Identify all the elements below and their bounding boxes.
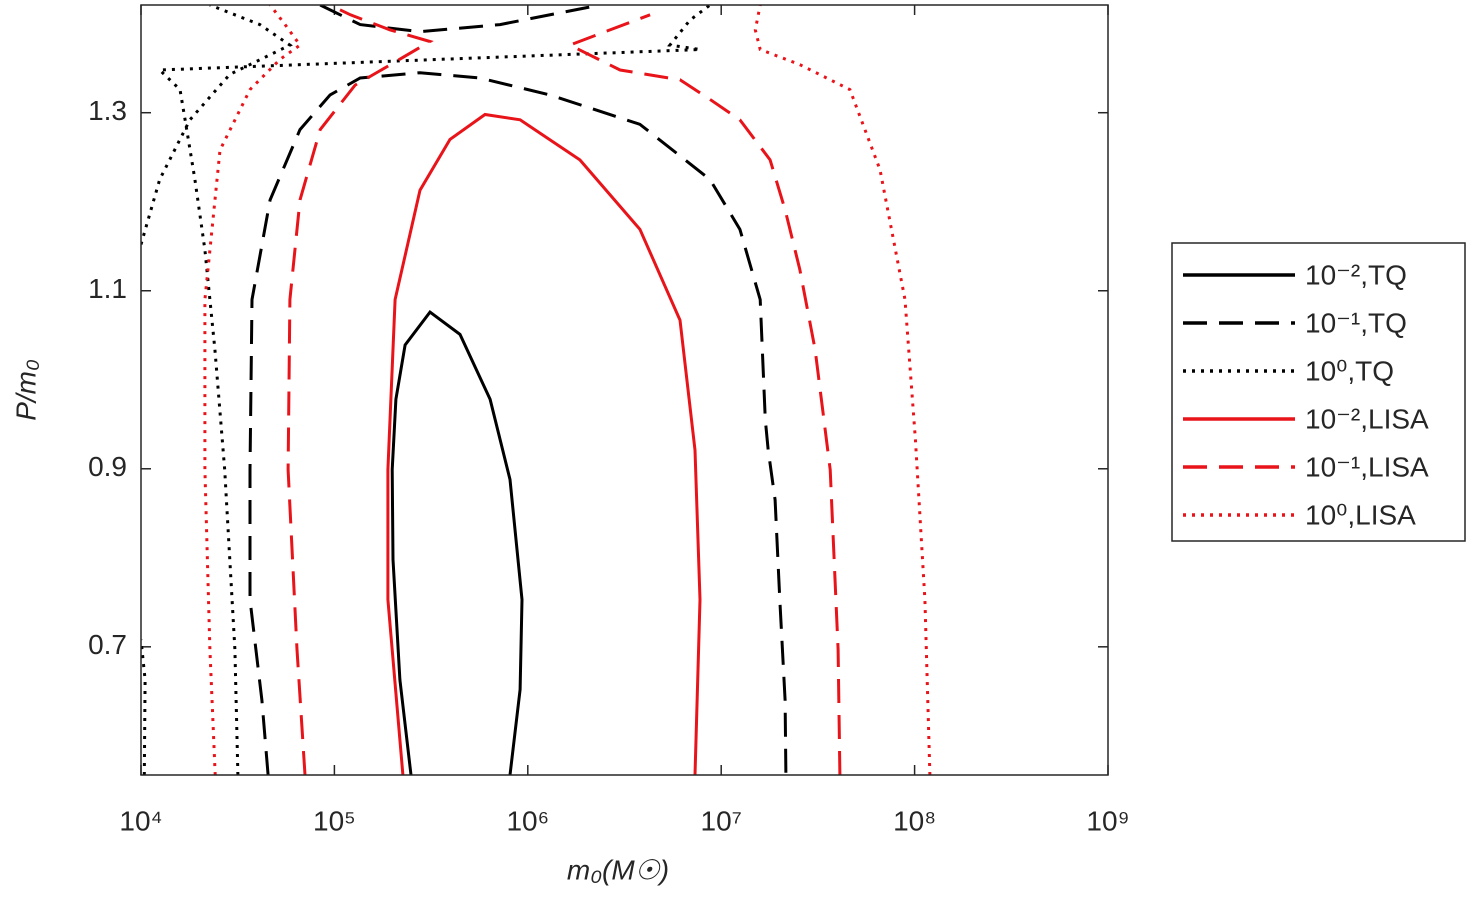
- plot-frame: [140, 4, 1109, 776]
- legend-label: 10⁻¹,TQ: [1305, 307, 1407, 338]
- x-tick-label: 10⁹: [1086, 805, 1129, 836]
- contour-line: [248, 5, 788, 775]
- y-tick-label: 0.7: [88, 629, 127, 660]
- contour-line: [386, 112, 702, 775]
- x-axis-label: m₀(M☉): [567, 854, 669, 885]
- legend-label: 10⁻²,TQ: [1305, 259, 1407, 290]
- y-tick-label: 1.1: [88, 273, 127, 304]
- contour-line: [141, 5, 711, 775]
- x-tick-label: 10⁵: [313, 805, 356, 836]
- y-axis-label: P/m₀: [10, 359, 41, 421]
- contour-line: [286, 5, 842, 775]
- x-tick-label: 10⁸: [893, 805, 936, 836]
- y-tick-label: 1.3: [88, 95, 127, 126]
- legend-label: 10⁻¹,LISA: [1305, 451, 1429, 482]
- legend-label: 10⁰,LISA: [1305, 499, 1416, 530]
- y-tick-label: 0.9: [88, 451, 127, 482]
- legend-label: 10⁻²,LISA: [1305, 403, 1429, 434]
- contour-line: [203, 5, 932, 775]
- legend-box: [1171, 242, 1466, 542]
- contour-line: [390, 310, 524, 775]
- x-tick-label: 10⁷: [701, 805, 742, 836]
- x-tick-label: 10⁴: [119, 805, 162, 836]
- legend-label: 10⁰,TQ: [1305, 355, 1394, 386]
- x-tick-label: 10⁶: [506, 805, 549, 836]
